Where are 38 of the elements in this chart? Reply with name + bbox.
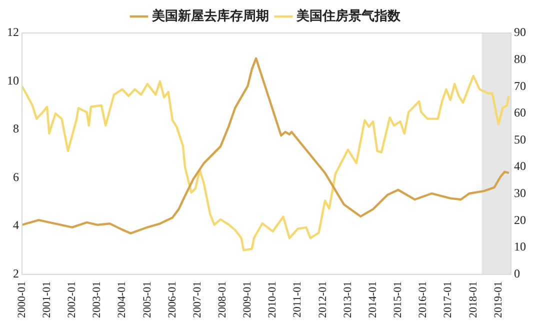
x-tick-label: 2009-01 (242, 281, 254, 318)
x-tick-label: 2016-01 (417, 281, 430, 318)
x-tick-label: 2014-01 (366, 281, 379, 318)
x-tick-label: 2015-01 (392, 281, 404, 318)
y2-tick-label: 60 (514, 106, 526, 120)
y2-tick-label: 50 (514, 132, 526, 146)
y-tick-label: 2 (13, 266, 19, 280)
x-tick-label: 2008-01 (216, 281, 229, 318)
x-tick-label: 2000-01 (16, 281, 28, 318)
x-tick-label: 2017-01 (442, 281, 454, 318)
x-tick-label: 2004-01 (116, 281, 128, 318)
y2-tick-label: 0 (514, 266, 520, 280)
x-tick-label: 2011-01 (292, 281, 304, 318)
y2-tick-label: 90 (514, 25, 526, 40)
x-tick-label: 2002-01 (66, 281, 78, 318)
y2-tick-label: 80 (514, 52, 526, 66)
y2-tick-label: 30 (514, 186, 526, 200)
y-tick-label: 8 (13, 122, 19, 136)
x-tick-label: 2003-01 (91, 281, 104, 318)
x-tick-label: 2007-01 (191, 281, 204, 318)
y-tick-label: 12 (7, 25, 19, 40)
y2-tick-label: 20 (514, 212, 526, 227)
x-tick-label: 2006-01 (166, 281, 178, 318)
y-tick-label: 4 (13, 218, 19, 232)
x-tick-label: 2010-01 (266, 281, 279, 318)
y2-tick-label: 10 (514, 240, 526, 254)
y-tick-label: 6 (13, 170, 19, 184)
y2-tick-label: 40 (514, 159, 526, 174)
x-tick-label: 2018-01 (467, 281, 480, 318)
legend-label: 美国住房景气指数 (296, 8, 402, 23)
legend-label: 美国新屋去库存周期 (151, 8, 269, 23)
x-tick-label: 2001-01 (40, 281, 53, 318)
x-tick-label: 2019-01 (492, 281, 504, 318)
x-tick-label: 2013-01 (342, 281, 354, 318)
x-tick-label: 2012-01 (316, 281, 329, 318)
x-tick-label: 2005-01 (141, 281, 154, 318)
y-tick-label: 10 (7, 73, 19, 88)
y2-tick-label: 70 (514, 78, 526, 93)
